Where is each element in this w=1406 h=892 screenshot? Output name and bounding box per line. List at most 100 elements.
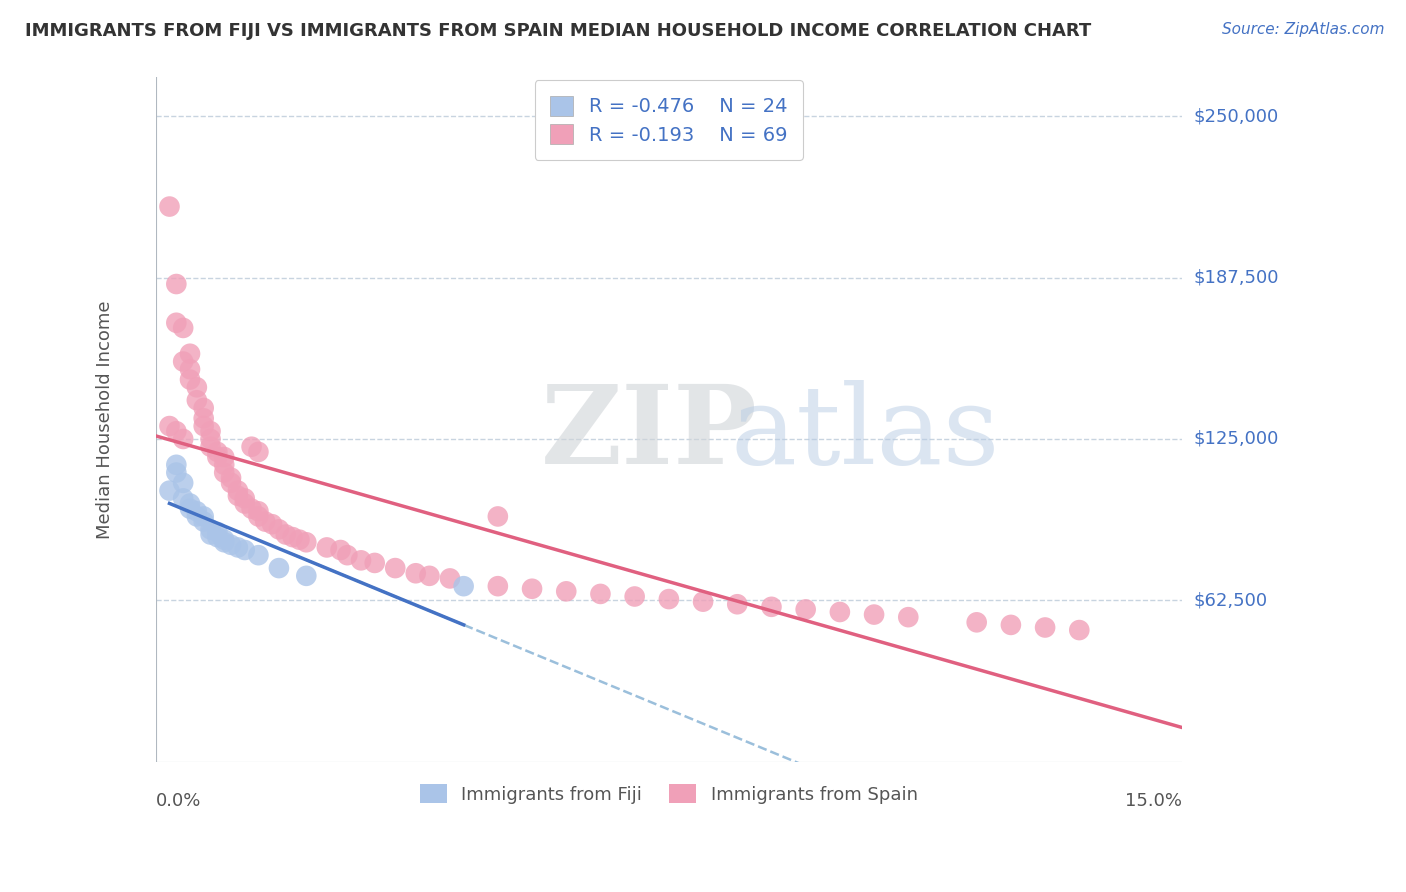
Point bbox=[295, 535, 318, 549]
Point bbox=[159, 200, 181, 214]
Point bbox=[247, 548, 270, 562]
Point bbox=[329, 543, 352, 558]
Point bbox=[212, 466, 235, 480]
Point bbox=[172, 475, 194, 490]
Point bbox=[405, 566, 427, 581]
Point bbox=[207, 524, 229, 539]
Point bbox=[486, 579, 509, 593]
Point bbox=[226, 541, 249, 555]
Point bbox=[247, 504, 270, 518]
Point bbox=[453, 579, 475, 593]
Text: Median Household Income: Median Household Income bbox=[96, 301, 114, 539]
Point bbox=[589, 587, 612, 601]
Text: Source: ZipAtlas.com: Source: ZipAtlas.com bbox=[1222, 22, 1385, 37]
Point bbox=[200, 424, 222, 438]
Point bbox=[315, 541, 337, 555]
Point bbox=[219, 475, 242, 490]
Point bbox=[179, 373, 201, 387]
Point bbox=[439, 571, 461, 585]
Point bbox=[761, 599, 783, 614]
Point bbox=[350, 553, 373, 567]
Point bbox=[295, 569, 318, 583]
Point bbox=[364, 556, 387, 570]
Point bbox=[418, 569, 440, 583]
Point bbox=[200, 522, 222, 536]
Point bbox=[1000, 618, 1022, 632]
Point bbox=[267, 522, 290, 536]
Point bbox=[555, 584, 578, 599]
Point bbox=[193, 515, 215, 529]
Point bbox=[233, 491, 256, 506]
Text: ZIP: ZIP bbox=[540, 380, 758, 487]
Point bbox=[212, 458, 235, 472]
Point bbox=[172, 321, 194, 335]
Point bbox=[897, 610, 920, 624]
Point bbox=[200, 440, 222, 454]
Point bbox=[247, 445, 270, 459]
Point bbox=[281, 530, 304, 544]
Point bbox=[193, 411, 215, 425]
Point bbox=[172, 432, 194, 446]
Point bbox=[623, 590, 645, 604]
Text: $250,000: $250,000 bbox=[1194, 107, 1278, 125]
Point bbox=[219, 471, 242, 485]
Point bbox=[240, 501, 263, 516]
Point bbox=[1033, 620, 1056, 634]
Point bbox=[193, 401, 215, 415]
Point bbox=[692, 595, 714, 609]
Point bbox=[165, 466, 187, 480]
Point bbox=[384, 561, 406, 575]
Point bbox=[828, 605, 851, 619]
Point bbox=[212, 450, 235, 464]
Point bbox=[186, 393, 208, 408]
Text: $187,500: $187,500 bbox=[1194, 268, 1278, 286]
Point bbox=[200, 527, 222, 541]
Point bbox=[165, 458, 187, 472]
Point bbox=[186, 509, 208, 524]
Point bbox=[486, 509, 509, 524]
Point bbox=[226, 483, 249, 498]
Point bbox=[247, 509, 270, 524]
Point bbox=[212, 535, 235, 549]
Point bbox=[233, 543, 256, 558]
Text: 0.0%: 0.0% bbox=[156, 792, 201, 810]
Point bbox=[165, 424, 187, 438]
Point bbox=[179, 496, 201, 510]
Point bbox=[165, 316, 187, 330]
Point bbox=[159, 419, 181, 434]
Point bbox=[267, 561, 290, 575]
Point bbox=[262, 517, 284, 532]
Point bbox=[226, 489, 249, 503]
Text: IMMIGRANTS FROM FIJI VS IMMIGRANTS FROM SPAIN MEDIAN HOUSEHOLD INCOME CORRELATIO: IMMIGRANTS FROM FIJI VS IMMIGRANTS FROM … bbox=[25, 22, 1091, 40]
Point bbox=[207, 450, 229, 464]
Point bbox=[794, 602, 817, 616]
Point bbox=[186, 504, 208, 518]
Point bbox=[179, 362, 201, 376]
Point bbox=[179, 347, 201, 361]
Point bbox=[200, 432, 222, 446]
Point bbox=[233, 496, 256, 510]
Point bbox=[193, 419, 215, 434]
Text: atlas: atlas bbox=[731, 380, 1000, 487]
Point bbox=[288, 533, 311, 547]
Point bbox=[179, 501, 201, 516]
Point bbox=[212, 533, 235, 547]
Point bbox=[172, 491, 194, 506]
Text: $125,000: $125,000 bbox=[1194, 430, 1278, 448]
Point bbox=[520, 582, 543, 596]
Point bbox=[863, 607, 886, 622]
Point bbox=[725, 597, 748, 611]
Point bbox=[1069, 623, 1091, 637]
Point bbox=[207, 445, 229, 459]
Point bbox=[254, 515, 277, 529]
Point bbox=[240, 440, 263, 454]
Point bbox=[172, 354, 194, 368]
Point bbox=[165, 277, 187, 291]
Point bbox=[336, 548, 359, 562]
Point bbox=[658, 592, 681, 607]
Point bbox=[193, 509, 215, 524]
Legend: Immigrants from Fiji, Immigrants from Spain: Immigrants from Fiji, Immigrants from Sp… bbox=[409, 772, 929, 814]
Point bbox=[207, 530, 229, 544]
Point bbox=[966, 615, 988, 630]
Text: $62,500: $62,500 bbox=[1194, 591, 1267, 609]
